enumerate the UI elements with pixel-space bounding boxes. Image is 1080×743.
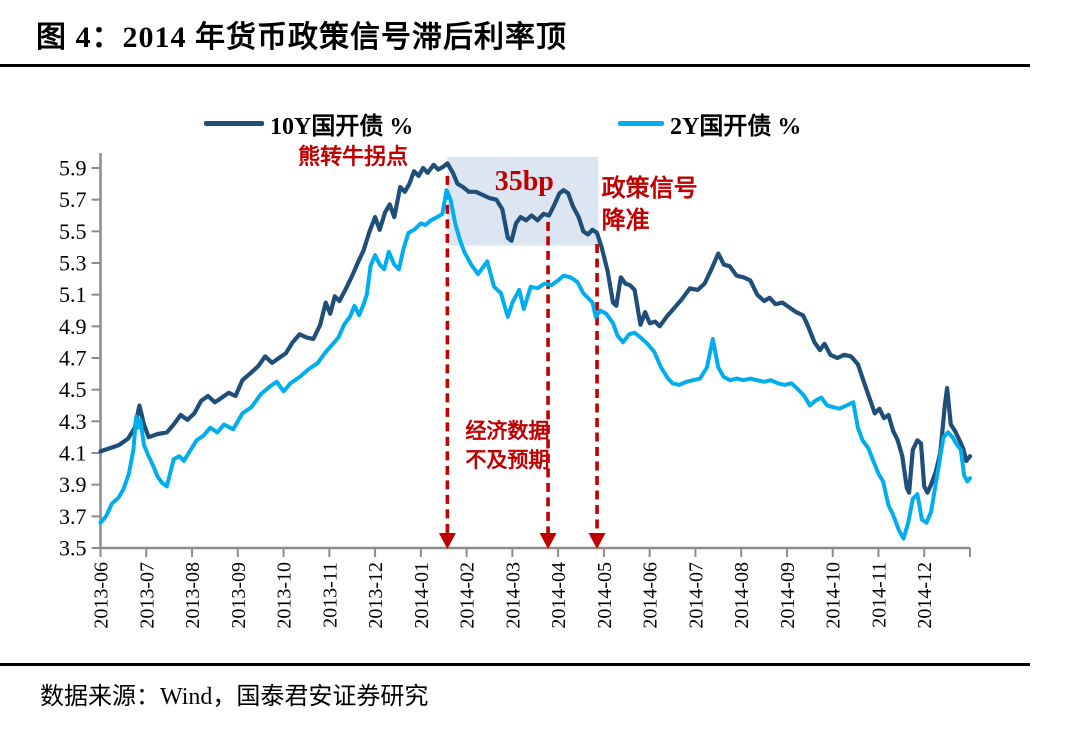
- legend-line-2y-icon: [618, 121, 664, 126]
- x-tick-label: 2013-09: [228, 562, 250, 629]
- x-tick-label: 2014-08: [731, 562, 753, 629]
- event-arrow-head: [539, 533, 557, 549]
- y-tick-label: 3.9: [59, 472, 87, 497]
- y-tick-label: 5.3: [59, 251, 87, 276]
- x-tick-label: 2013-06: [91, 562, 113, 629]
- title-divider: [0, 64, 1030, 67]
- y-tick-label: 5.7: [59, 187, 87, 212]
- y-tick-label: 4.5: [59, 377, 87, 402]
- x-tick-label: 2014-05: [594, 562, 616, 629]
- event-arrow-head: [438, 533, 456, 549]
- source-divider: [0, 663, 1030, 666]
- x-tick-label: 2014-07: [685, 562, 707, 629]
- x-tick-label: 2013-12: [365, 562, 387, 629]
- y-tick-label: 5.1: [59, 282, 87, 307]
- data-source: 数据来源：Wind，国泰君安证券研究: [40, 684, 429, 710]
- series-line-2y: [98, 188, 972, 541]
- figure-title: 图 4：2014 年货币政策信号滞后利率顶: [36, 21, 567, 54]
- x-tick-label: 2013-07: [136, 562, 158, 629]
- x-tick-label: 2014-09: [777, 562, 799, 629]
- econ-data-label: 经济数据: [465, 419, 549, 443]
- y-tick-label: 4.1: [59, 441, 87, 466]
- y-tick-label: 4.7: [59, 346, 87, 371]
- event-arrow-head: [588, 533, 606, 549]
- y-tick-label: 3.5: [59, 536, 87, 561]
- x-tick-label: 2014-06: [640, 562, 662, 629]
- y-tick-label: 3.7: [59, 504, 87, 529]
- x-tick-label: 2013-10: [274, 562, 296, 629]
- y-tick-label: 4.3: [59, 409, 87, 434]
- policy-signal-label: 政策信号: [602, 174, 698, 202]
- legend-item-10y: 10Y国开债 %: [204, 106, 413, 141]
- legend-item-2y: 2Y国开债 %: [618, 106, 801, 141]
- legend-label-2y: 2Y国开债 %: [670, 114, 802, 140]
- x-tick-label: 2014-03: [502, 562, 524, 629]
- x-tick-label: 2014-02: [457, 562, 479, 629]
- x-tick-label: 2013-11: [319, 562, 341, 628]
- y-tick-label: 4.9: [59, 314, 87, 339]
- econ-data-label: 不及预期: [465, 448, 549, 472]
- series-line-10y: [98, 161, 973, 495]
- spread-35bp-label: 35bp: [495, 166, 554, 197]
- legend-label-10y: 10Y国开债 %: [270, 114, 414, 140]
- x-tick-label: 2013-08: [182, 562, 204, 629]
- x-tick-label: 2014-04: [548, 562, 570, 629]
- legend-line-10y-icon: [204, 121, 264, 126]
- x-tick-label: 2014-01: [411, 562, 433, 629]
- x-tick-label: 2014-11: [868, 562, 890, 628]
- y-tick-label: 5.5: [59, 219, 87, 244]
- x-tick-label: 2014-10: [823, 562, 845, 629]
- policy-signal-label: 降准: [602, 206, 650, 234]
- x-tick-label: 2014-12: [914, 562, 936, 629]
- bull-turn-label: 熊转牛拐点: [298, 144, 408, 169]
- y-tick-label: 5.9: [59, 156, 87, 181]
